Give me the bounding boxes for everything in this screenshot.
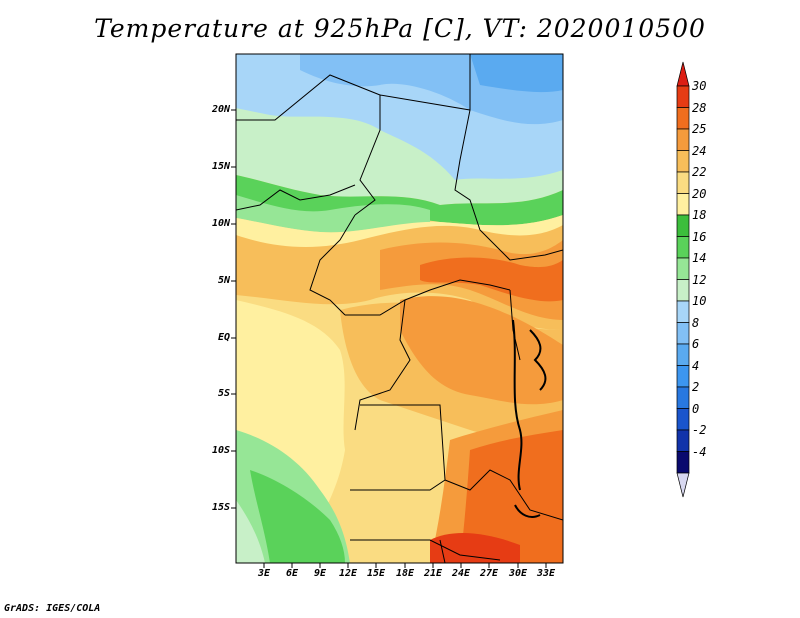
lat-label: 15N	[211, 161, 230, 172]
lon-label: 6E	[285, 568, 299, 579]
colorbar-label: 6	[692, 337, 700, 351]
colorbar-swatch	[676, 171, 690, 194]
colorbar-swatch	[676, 85, 690, 108]
colorbar-swatch	[676, 365, 690, 388]
colorbar-swatch	[676, 343, 690, 366]
lat-label: 20N	[211, 104, 230, 115]
map-frame	[235, 53, 564, 564]
colorbar-label: 4	[692, 358, 700, 373]
colorbar-label: 30	[692, 79, 707, 93]
colorbar-label: 2	[692, 380, 700, 394]
lat-label: EQ	[217, 332, 230, 343]
colorbar-swatch	[676, 429, 690, 452]
lon-label: 24E	[451, 568, 471, 579]
lon-label: 9E	[313, 568, 327, 579]
colorbar-swatch	[676, 107, 690, 130]
colorbar	[676, 61, 690, 498]
colorbar-label: 22	[692, 165, 707, 179]
colorbar-label: -4	[692, 444, 707, 459]
colorbar-swatch	[676, 386, 690, 409]
lat-label: 15S	[211, 502, 230, 513]
lon-label: 30E	[508, 568, 528, 579]
lat-label: 10N	[211, 218, 230, 229]
colorbar-label: 10	[692, 294, 707, 308]
colorbar-swatch	[676, 236, 690, 259]
colorbar-bottom-arrow	[676, 472, 690, 498]
colorbar-label: 0	[692, 401, 700, 416]
colorbar-swatch	[676, 150, 690, 173]
colorbar-swatch	[676, 322, 690, 345]
lon-label: 21E	[423, 568, 443, 579]
colorbar-swatch	[676, 193, 690, 216]
colorbar-label: 24	[692, 143, 707, 158]
colorbar-label: 28	[692, 100, 707, 115]
colorbar-swatch	[676, 279, 690, 302]
colorbar-top-arrow	[676, 61, 690, 87]
colorbar-label: 20	[692, 186, 707, 201]
temperature-field	[236, 54, 563, 563]
lon-label: 12E	[338, 568, 358, 579]
lon-label: 18E	[395, 568, 415, 579]
lon-label: 3E	[257, 568, 271, 579]
colorbar-label: 12	[692, 272, 707, 287]
country-borders	[236, 54, 563, 563]
lon-label: 15E	[366, 568, 386, 579]
lon-ticks	[263, 563, 547, 568]
colorbar-label: 14	[692, 251, 707, 265]
colorbar-swatch	[676, 128, 690, 151]
colorbar-swatch	[676, 408, 690, 431]
map-title: Temperature at 925hPa [C], VT: 202001050…	[94, 14, 706, 43]
colorbar-swatch	[676, 257, 690, 280]
colorbar-label: 18	[692, 208, 707, 222]
colorbar-swatch	[676, 451, 690, 474]
credit-text: GrADS: IGES/COLA	[4, 603, 101, 614]
colorbar-label: 25	[692, 122, 707, 136]
lon-label: 27E	[479, 568, 499, 579]
colorbar-label: 16	[692, 229, 707, 244]
lon-label: 33E	[536, 568, 556, 579]
lat-label: 10S	[211, 445, 230, 456]
lat-label: 5S	[217, 388, 230, 399]
colorbar-label: 8	[692, 315, 700, 330]
lat-ticks	[231, 109, 236, 509]
colorbar-label: -2	[692, 423, 707, 437]
colorbar-swatch	[676, 300, 690, 323]
lat-label: 5N	[217, 275, 230, 286]
colorbar-swatch	[676, 214, 690, 237]
